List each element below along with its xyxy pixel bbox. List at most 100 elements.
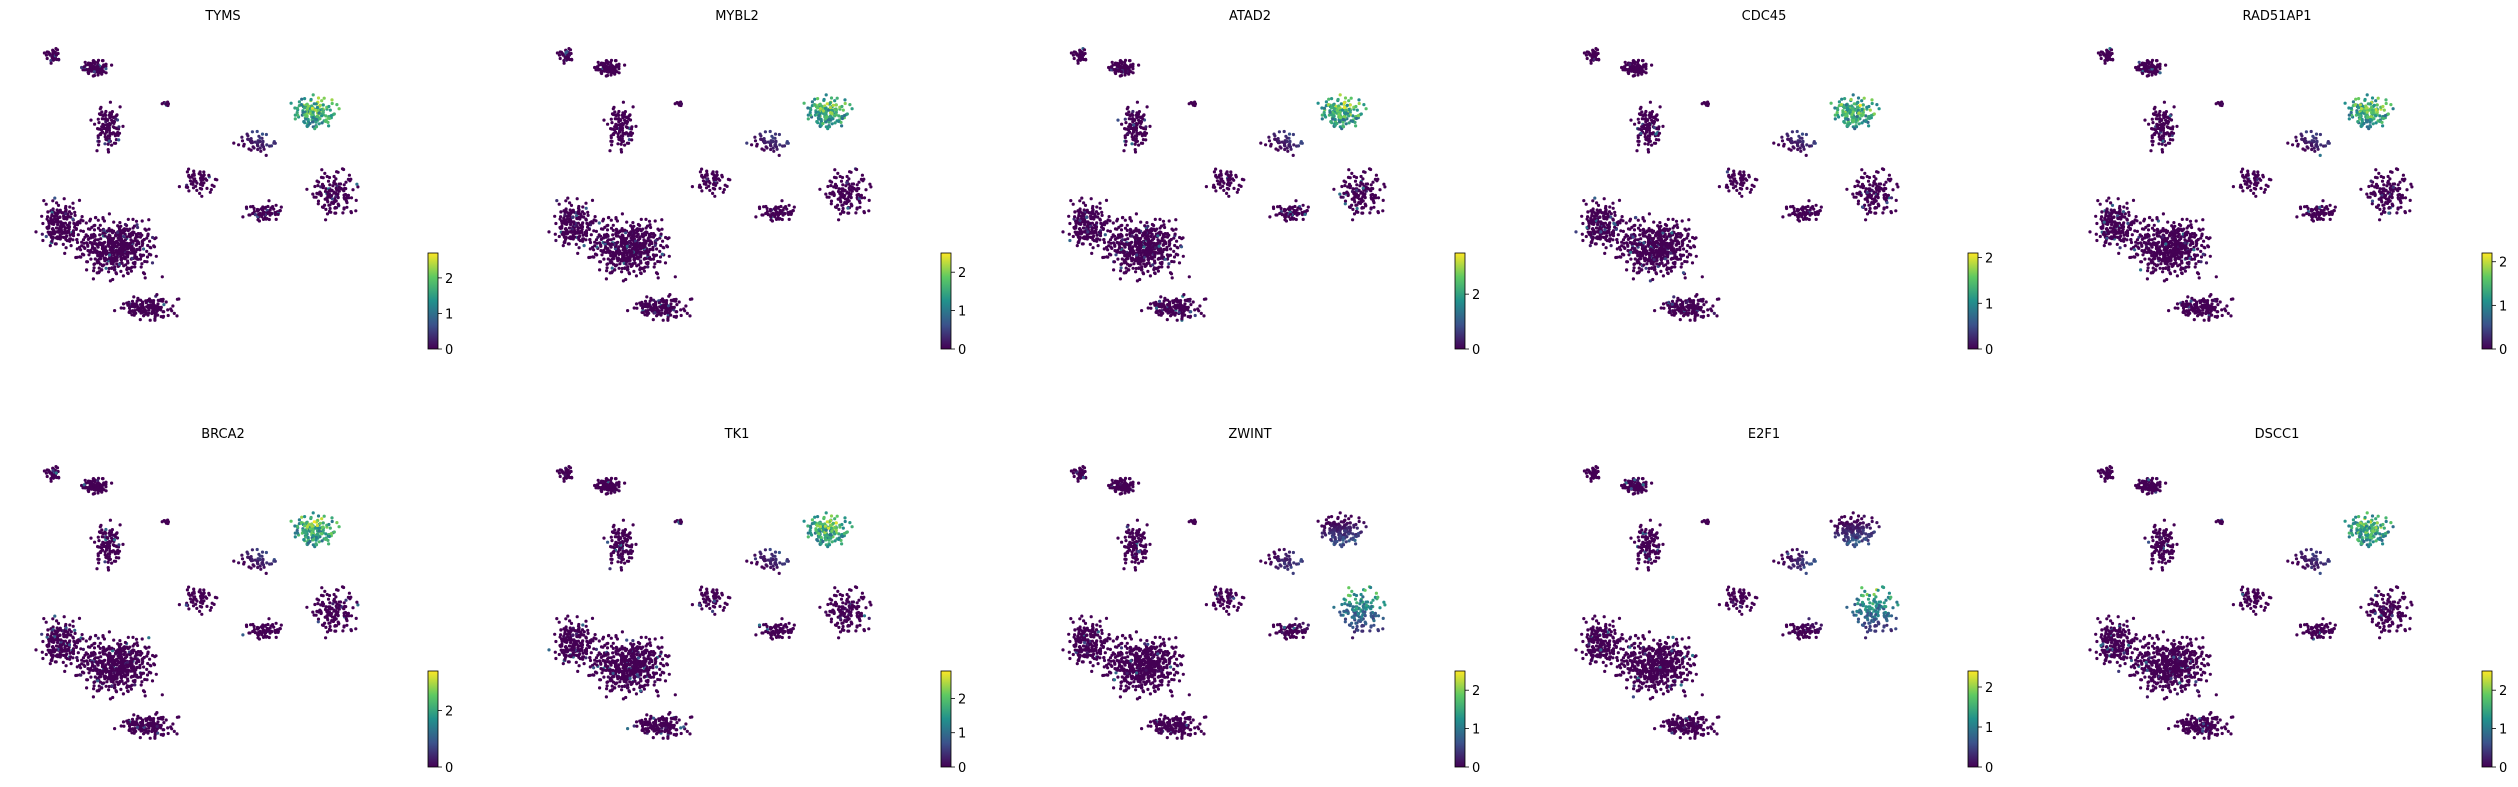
cell-point [266, 211, 270, 215]
cell-point [1271, 205, 1276, 209]
cell-point [640, 306, 645, 310]
cell-point [845, 181, 849, 185]
cell-point [1129, 228, 1133, 232]
cell-point [323, 171, 327, 175]
cell-point [96, 218, 100, 222]
cell-point [1106, 229, 1110, 233]
cell-point [641, 227, 645, 231]
cell-point [64, 215, 68, 219]
cell-point [123, 247, 127, 251]
cell-point [1338, 93, 1342, 97]
cell-point [318, 191, 322, 195]
cell-point [639, 303, 643, 307]
cell-point [130, 265, 134, 269]
cell-point [1355, 183, 1359, 187]
cell-point [84, 233, 88, 237]
cell-point [327, 116, 331, 121]
cell-point [49, 59, 53, 63]
cell-point [1141, 272, 1146, 276]
cell-point [850, 185, 855, 189]
cell-point [1369, 193, 1373, 197]
cell-point [685, 311, 689, 315]
cell-point [129, 241, 133, 245]
cell-point [143, 276, 147, 280]
cell-point [806, 113, 810, 117]
cell-point [604, 277, 609, 281]
cell-point [841, 183, 845, 187]
cell-point [171, 304, 175, 308]
cell-point [1227, 194, 1231, 198]
cell-point [1135, 100, 1139, 104]
cell-point [126, 303, 130, 307]
panel-grid: TYMS012MYBL2012ATAD202CDC45012RAD51AP101… [34, 9, 2507, 776]
cell-point [1168, 271, 1173, 275]
cell-point [592, 229, 596, 233]
cell-point [622, 131, 626, 136]
cell-point [815, 120, 819, 124]
cell-point [1122, 149, 1126, 153]
cell-point [147, 304, 151, 308]
cell-point [117, 138, 121, 142]
colorbar-tick-label: 2 [445, 272, 453, 287]
cell-point [1157, 231, 1161, 235]
cell-point [619, 235, 624, 239]
cell-point [1276, 148, 1280, 152]
cell-point [92, 269, 96, 273]
cell-point [142, 247, 146, 251]
cell-point [644, 226, 648, 230]
cell-point [1354, 116, 1358, 121]
cell-point [787, 203, 791, 207]
cell-point [115, 255, 119, 259]
cell-point [594, 238, 599, 242]
cell-point [96, 65, 100, 69]
cell-point [773, 215, 777, 219]
cell-point [625, 126, 629, 130]
cell-point [625, 268, 630, 272]
cell-point [79, 248, 83, 252]
cell-point [265, 217, 269, 221]
cell-point [69, 215, 73, 219]
cell-point [1092, 234, 1096, 238]
cell-point [347, 173, 351, 177]
cell-point [577, 208, 581, 212]
cell-point [547, 230, 551, 234]
cell-point [581, 205, 585, 209]
cell-point [763, 139, 767, 143]
cell-point [62, 216, 66, 220]
cell-point [320, 108, 324, 112]
cell-point [316, 202, 320, 206]
cell-point [668, 306, 672, 310]
cell-point [1111, 221, 1115, 225]
cell-point [713, 194, 717, 198]
cell-point [1259, 141, 1263, 145]
cell-point [1095, 221, 1099, 225]
cell-point [673, 275, 677, 279]
cell-point [698, 170, 703, 174]
cell-point [592, 248, 596, 252]
cell-point [850, 107, 854, 111]
cell-point [598, 268, 602, 272]
cell-point [652, 265, 656, 269]
cell-point [75, 247, 79, 251]
cell-point [653, 243, 657, 247]
cell-point [1189, 310, 1193, 314]
cell-point [562, 61, 566, 65]
cell-point [564, 236, 568, 240]
cell-point [106, 150, 111, 154]
cell-point [334, 177, 338, 181]
cell-point [106, 148, 110, 152]
cell-point [100, 110, 104, 114]
cell-point [328, 183, 332, 187]
cell-point [342, 183, 346, 187]
cell-point [248, 213, 252, 217]
cell-point [1329, 120, 1333, 124]
cell-point [840, 124, 844, 128]
cell-point [611, 112, 615, 117]
cell-point [141, 302, 145, 306]
cell-point [629, 224, 633, 228]
cell-point [1339, 102, 1343, 106]
cell-point [1146, 258, 1150, 262]
cell-point [559, 210, 563, 214]
cell-point [623, 143, 627, 147]
cell-point [1125, 228, 1129, 232]
